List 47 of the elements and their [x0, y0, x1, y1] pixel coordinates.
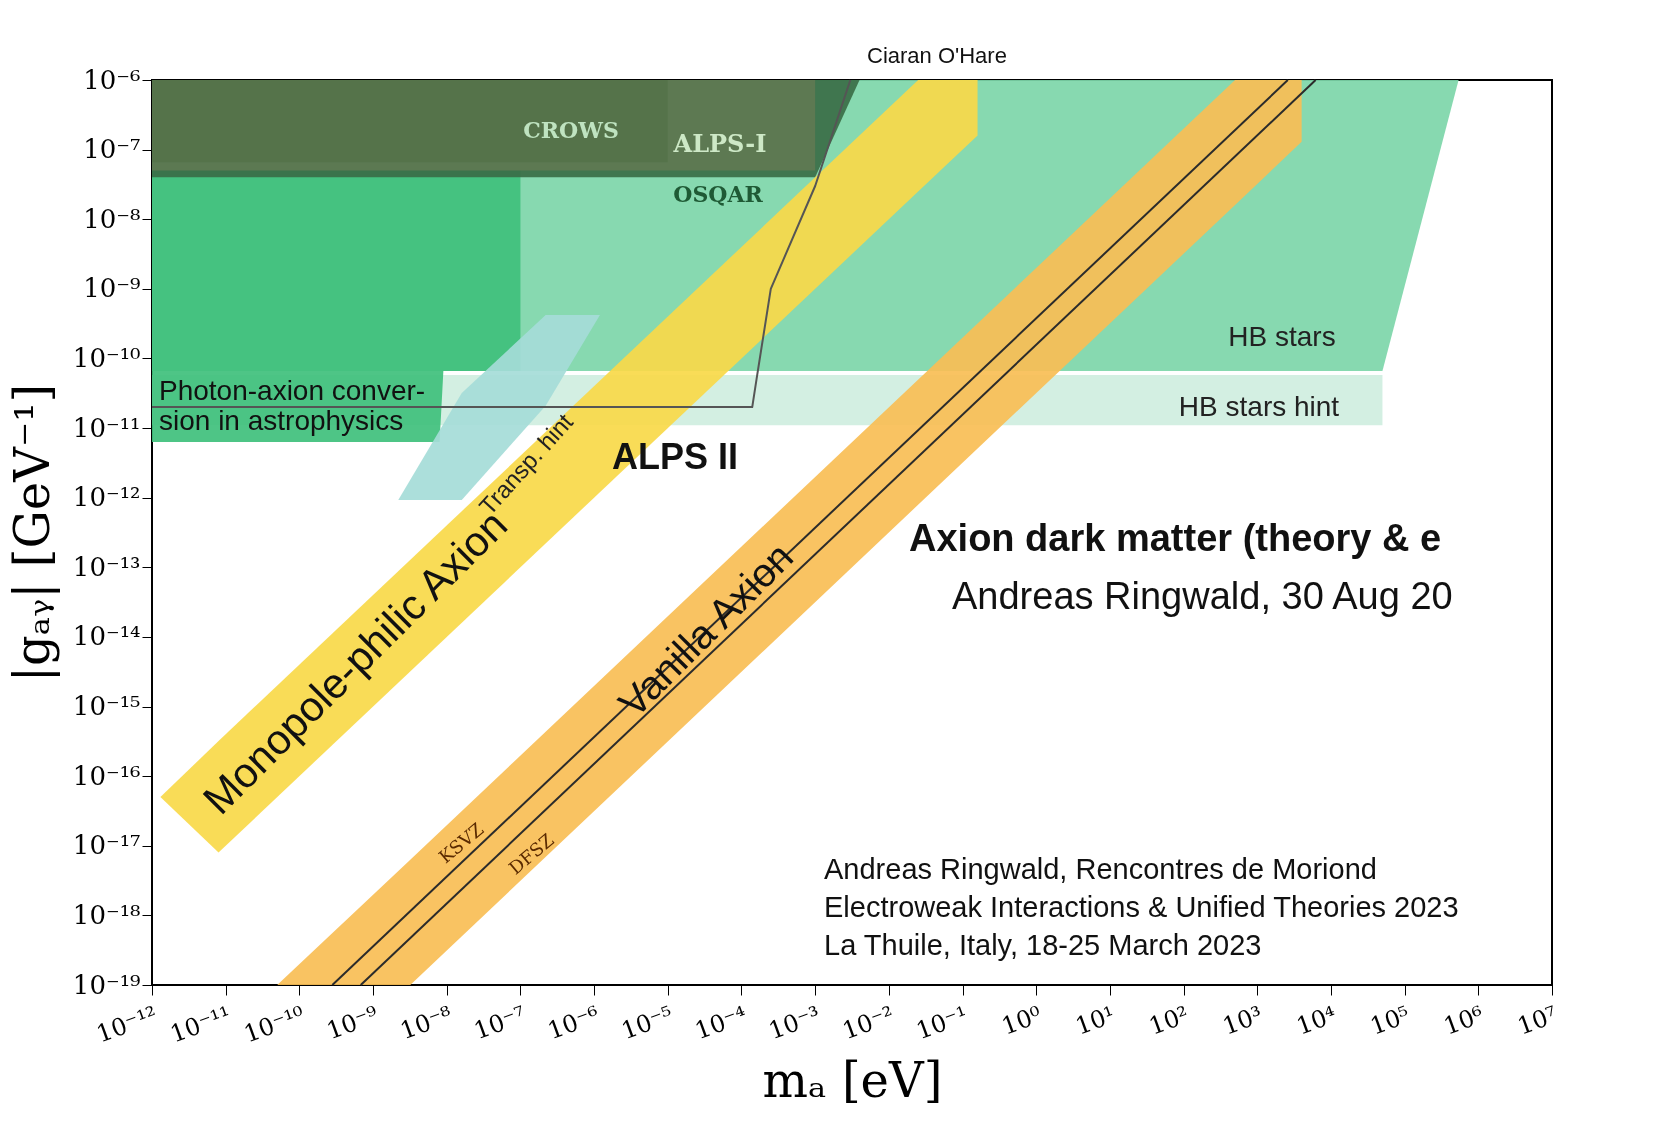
annotation: Axion dark matter (theory & e	[909, 517, 1442, 559]
annotation: Andreas Ringwald, Rencontres de Moriond	[824, 853, 1377, 885]
y-tick-label: 10⁻⁸	[83, 203, 141, 234]
x-tick-label: 10⁻¹	[912, 1000, 972, 1046]
x-tick-label: 10¹	[1071, 1000, 1119, 1041]
y-tick-label: 10⁻⁶	[83, 64, 141, 95]
y-tick-label: 10⁻¹⁰	[72, 342, 141, 373]
x-tick-label: 10⁶	[1440, 1000, 1488, 1041]
y-tick-label: 10⁻¹¹	[72, 412, 141, 443]
annotation: Andreas Ringwald, 30 Aug 20	[952, 575, 1453, 617]
x-tick-label: 10⁻⁴	[691, 1000, 751, 1046]
y-tick-label: 10⁻¹⁴	[72, 621, 141, 652]
x-tick-label: 10⁴	[1292, 1000, 1340, 1041]
text: Ciaran O'Hare	[867, 43, 1007, 68]
annotation: La Thuile, Italy, 18-25 March 2023	[824, 929, 1262, 961]
annotation: ALPS-I	[672, 129, 767, 158]
x-tick-label: 10⁻⁵	[617, 1000, 677, 1046]
y-tick-label: 10⁻¹⁵	[72, 691, 141, 722]
x-tick-label: 10⁷	[1513, 1000, 1562, 1041]
x-tick-label: 10⁵	[1366, 1000, 1414, 1041]
y-tick-label: 10⁻¹⁷	[72, 830, 141, 861]
x-tick-label: 10⁻⁹	[322, 1000, 383, 1046]
y-tick-label: 10⁻¹²	[72, 482, 141, 513]
x-axis-title: mₐ [eV]	[762, 1052, 943, 1109]
y-tick-label: 10⁻¹⁶	[72, 760, 141, 791]
x-tick-label: 10⁻⁶	[543, 1000, 604, 1046]
y-axis-title: |gₐᵧ| [GeV⁻¹]	[3, 383, 60, 683]
y-tick-label: 10⁻⁹	[83, 273, 141, 304]
x-tick-label: 10⁻¹¹	[166, 1000, 235, 1049]
annotation: Photon-axion conver- sion in astrophysics	[159, 375, 426, 436]
annotation: HB stars hint	[1178, 391, 1340, 422]
y-tick-label: 10⁻¹⁸	[72, 899, 141, 930]
x-tick-label: 10⁻²	[838, 1000, 898, 1046]
annotation: CROWS	[523, 117, 619, 143]
x-tick-label: 10⁻³	[764, 1000, 825, 1046]
x-tick-label: 10⁻⁸	[396, 1000, 456, 1046]
y-tick-label: 10⁻¹⁹	[72, 969, 141, 1000]
x-tick-label: 10²	[1145, 1000, 1193, 1041]
x-tick-label: 10⁻¹⁰	[240, 1000, 309, 1049]
x-tick-label: 10⁰	[997, 1000, 1046, 1041]
y-tick-label: 10⁻⁷	[83, 134, 141, 165]
x-tick-label: 10⁻⁷	[470, 1000, 530, 1046]
annotation: Electroweak Interactions & Unified Theories 2023	[824, 891, 1459, 923]
annotation: OSQAR	[673, 181, 764, 207]
x-tick-label: 10³	[1218, 1000, 1267, 1041]
annotation: HB stars	[1228, 321, 1336, 352]
y-tick-label: 10⁻¹³	[72, 551, 141, 582]
